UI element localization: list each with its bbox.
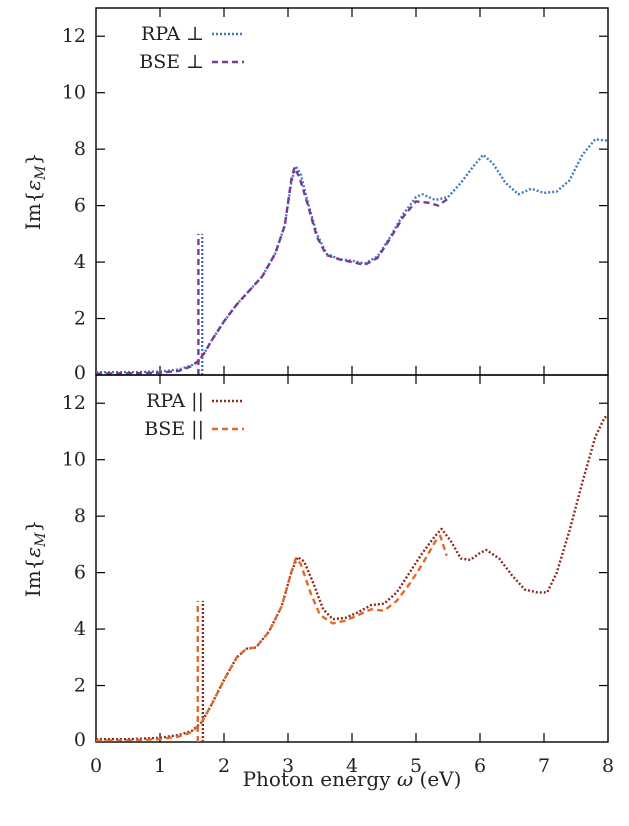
legend-label: BSE || [144, 418, 204, 440]
y-tick-label: 12 [62, 25, 86, 47]
x-tick-label: 5 [410, 755, 422, 777]
y-tick-label: 12 [62, 392, 86, 414]
x-tick-label: 2 [218, 755, 230, 777]
plot-area [96, 138, 608, 375]
series-line-1 [96, 416, 608, 741]
y-tick-label: 10 [62, 82, 86, 104]
y-tick-label: 8 [74, 505, 86, 527]
y-axis-label: Im{εM} [21, 153, 49, 230]
y-tick-label: 6 [74, 195, 86, 217]
legend-label: BSE ⊥ [139, 51, 204, 73]
panel-1: 0 2 4 6 8 10 12 Im{εM} RPA ⊥ BSE ⊥ [21, 7, 609, 384]
y-tick-label: 2 [74, 308, 86, 330]
y-tick-label: 4 [74, 618, 86, 640]
y-tick-label: 0 [74, 362, 86, 384]
series-line-2 [96, 166, 449, 375]
x-tick-label: 7 [538, 755, 550, 777]
y-tick-label: 10 [62, 449, 86, 471]
y-tick-label: 2 [74, 675, 86, 697]
legend-label: RPA ⊥ [141, 23, 204, 45]
x-tick-label: 3 [282, 755, 294, 777]
x-tick-label: 1 [154, 755, 166, 777]
x-tick-label: 4 [346, 755, 358, 777]
series-line-2 [96, 534, 448, 742]
x-tick-label: 8 [602, 755, 614, 777]
y-tick-label: 4 [74, 251, 86, 273]
plot-area [96, 416, 608, 742]
y-tick-label: 6 [74, 562, 86, 584]
y-tick-label: 0 [74, 729, 86, 751]
y-tick-label: 8 [74, 138, 86, 160]
series-line-1 [96, 138, 608, 374]
x-tick-label: 6 [474, 755, 486, 777]
legend-label: RPA || [146, 390, 204, 412]
x-tick-label: 0 [90, 755, 102, 777]
y-axis-label: Im{εM} [21, 520, 49, 597]
x-axis-label: Photon energy ω (eV) [243, 767, 462, 791]
